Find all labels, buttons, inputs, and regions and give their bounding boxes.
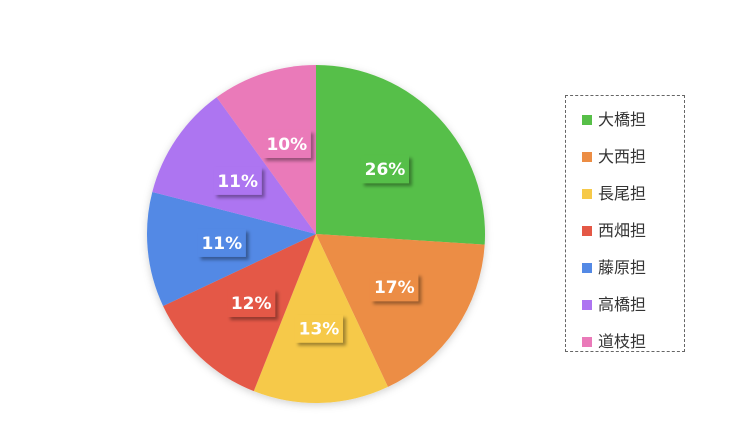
legend-label: 長尾担: [598, 183, 647, 203]
pie-value-label: 10%: [262, 130, 311, 158]
pie-value-label: 11%: [213, 166, 262, 195]
legend-label: 藤原担: [598, 257, 647, 277]
pie-value-labels: 26% 17% 13% 12% 11% 11% 10%: [197, 130, 419, 343]
pie-slice-1[interactable]: [316, 234, 485, 387]
pie-value-label-text: 17%: [374, 278, 415, 298]
legend-item-nagao[interactable]: 長尾担: [582, 175, 684, 212]
legend-item-takahashi[interactable]: 高橋担: [582, 286, 684, 323]
legend-label: 大橋担: [598, 109, 647, 129]
legend-swatch-icon: [582, 336, 592, 347]
pie-value-label-text: 12%: [231, 294, 272, 314]
pie-value-label-box: [227, 289, 276, 317]
legend-swatch-icon: [582, 225, 592, 236]
pie-value-label-text: 26%: [365, 160, 406, 180]
pie-value-label-text: 13%: [299, 320, 340, 340]
legend-label: 西畑担: [598, 220, 647, 240]
pie-slices: [146, 65, 486, 404]
legend-swatch-icon: [582, 151, 592, 162]
legend-swatch-icon: [582, 188, 592, 199]
pie-slice-5[interactable]: [152, 97, 316, 234]
pie-value-label-text: 11%: [201, 234, 242, 254]
pie-value-label-box: [262, 130, 311, 158]
legend-swatch-icon: [582, 262, 592, 273]
legend-swatch-icon: [582, 114, 592, 125]
legend-label: 大西担: [598, 146, 647, 166]
pie-slice-0[interactable]: [316, 65, 486, 245]
pie-value-label: 17%: [370, 273, 419, 302]
legend-item-fujiwara[interactable]: 藤原担: [582, 249, 684, 286]
pie-value-label-box: [197, 228, 246, 257]
pie-value-label-box: [295, 314, 343, 343]
legend-swatch-icon: [582, 299, 592, 310]
pie-value-label-box: [370, 273, 419, 302]
pie-value-label: 11%: [197, 228, 246, 257]
legend-label: 高橋担: [598, 294, 647, 314]
legend-item-onishi[interactable]: 大西担: [582, 138, 684, 175]
legend-item-nishihata[interactable]: 西畑担: [582, 212, 684, 249]
pie-value-label-box: [361, 155, 409, 184]
pie-value-label-text: 10%: [266, 135, 307, 155]
pie-value-label: 12%: [227, 289, 276, 317]
legend-label: 道枝担: [598, 331, 647, 351]
pie-value-label-box: [213, 166, 262, 195]
pie-value-label-text: 11%: [217, 172, 258, 192]
legend-item-michieda[interactable]: 道枝担: [582, 323, 684, 360]
pie-value-label: 26%: [361, 155, 409, 184]
legend: 大橋担 大西担 長尾担 西畑担 藤原担 高橋担 道枝担: [565, 95, 685, 352]
legend-item-daikyo[interactable]: 大橋担: [582, 101, 684, 138]
pie-value-label: 13%: [295, 314, 343, 343]
